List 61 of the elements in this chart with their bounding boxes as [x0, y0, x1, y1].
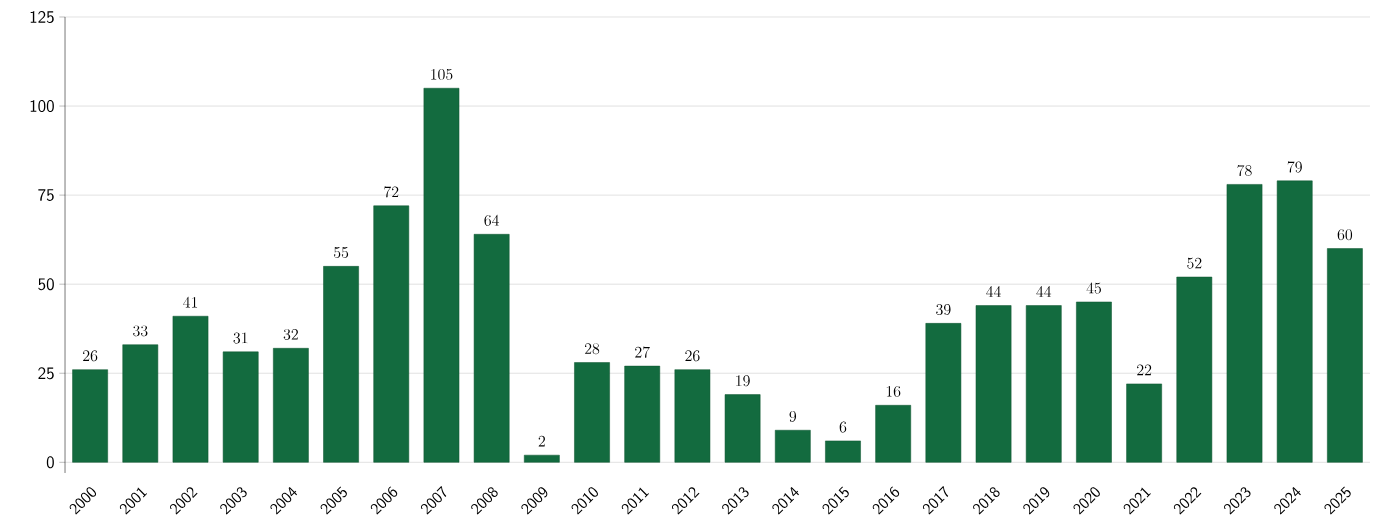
data-label: 26: [83, 350, 98, 362]
y-tick-label: 75: [38, 189, 54, 201]
bar: [875, 405, 912, 463]
bar: [1076, 301, 1112, 463]
bar: [925, 323, 962, 463]
data-label: 55: [334, 247, 349, 258]
data-label: 28: [584, 343, 600, 355]
bar: [1226, 184, 1263, 463]
bar: [122, 344, 159, 463]
y-tick-label: 125: [30, 10, 54, 24]
data-label: 33: [133, 325, 148, 337]
data-label: 26: [685, 350, 700, 362]
data-label: 41: [183, 296, 198, 308]
data-label: 6: [839, 421, 847, 433]
data-label: 60: [1337, 229, 1353, 241]
data-label: 39: [936, 304, 951, 315]
data-label: 16: [886, 385, 901, 397]
bar: [1025, 305, 1062, 463]
bar: [825, 440, 861, 463]
bar: [1126, 383, 1162, 463]
bar: [273, 348, 309, 463]
bar: [323, 266, 359, 463]
bar: [624, 365, 661, 463]
bar: [574, 362, 610, 463]
x-tick-label: 2010: [571, 487, 598, 515]
bar: [774, 429, 811, 463]
bar: [1176, 276, 1213, 463]
y-tick-label: 100: [30, 100, 54, 113]
data-label: 105: [431, 68, 453, 80]
y-tick-label: 0: [46, 456, 54, 469]
data-label: 52: [1187, 257, 1202, 269]
bar: [172, 315, 209, 463]
data-label: 9: [789, 410, 797, 422]
data-label: 64: [484, 214, 500, 226]
data-label: 22: [1137, 364, 1152, 376]
data-label: 31: [233, 332, 248, 344]
bar: [423, 87, 460, 463]
bar: [72, 369, 108, 463]
x-tick-label: 2021: [1123, 487, 1151, 515]
y-tick-label: 25: [38, 367, 54, 380]
bar: [724, 394, 761, 463]
data-label: 27: [635, 346, 650, 358]
data-label: 44: [1036, 286, 1052, 297]
data-label: 44: [986, 286, 1001, 297]
bar: [975, 305, 1012, 463]
data-label: 78: [1237, 164, 1252, 177]
data-label: 32: [283, 328, 298, 340]
data-label: 79: [1287, 161, 1302, 173]
data-label: 45: [1086, 282, 1101, 294]
bar: [473, 234, 510, 463]
data-label: 2: [538, 435, 545, 447]
bar: [674, 369, 711, 463]
bar: [222, 351, 259, 463]
bar: [524, 454, 560, 463]
data-label: 19: [736, 375, 750, 387]
x-tick-label: 2011: [621, 487, 650, 515]
bar: [373, 205, 410, 463]
y-tick-label: 50: [38, 278, 54, 291]
bar: [1276, 180, 1313, 463]
data-label: 72: [384, 186, 399, 198]
bar: [1327, 248, 1363, 463]
